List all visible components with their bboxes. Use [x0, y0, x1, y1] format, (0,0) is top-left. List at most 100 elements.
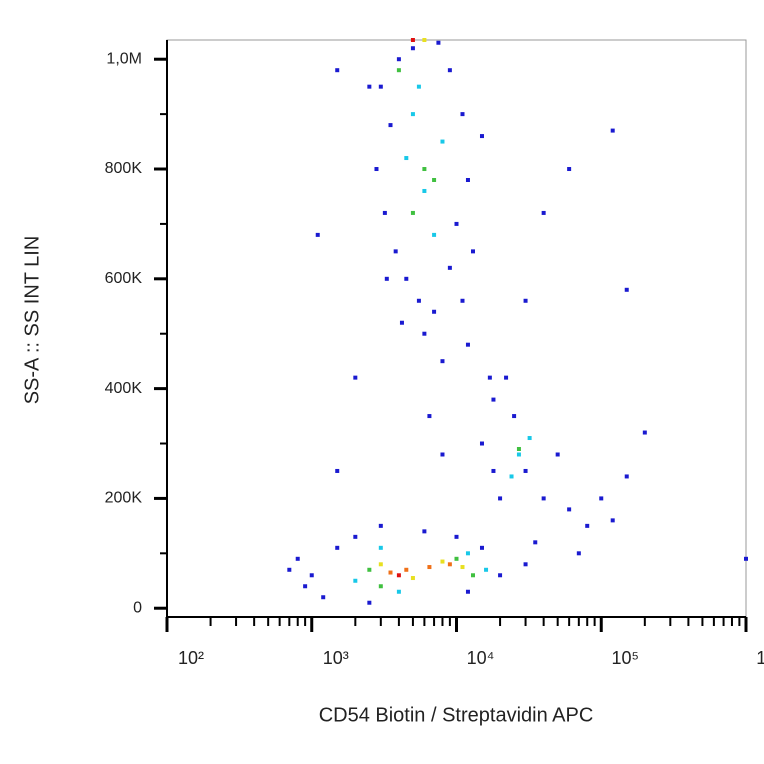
point	[404, 156, 409, 161]
point	[367, 84, 372, 89]
y-tick-label: 1,0M	[106, 50, 142, 67]
y-tick-label: 200K	[105, 490, 143, 507]
point	[427, 414, 432, 419]
point	[624, 287, 629, 292]
point	[498, 496, 503, 501]
point	[410, 576, 415, 581]
point	[447, 68, 452, 73]
point	[410, 38, 415, 42]
point	[396, 68, 401, 73]
point	[436, 40, 441, 45]
point	[479, 545, 484, 550]
point	[454, 534, 459, 539]
point	[527, 436, 532, 441]
point	[378, 562, 383, 567]
point	[504, 375, 509, 380]
x-tick-label: 10²	[178, 648, 204, 668]
point	[516, 452, 521, 457]
point	[321, 595, 326, 600]
point	[460, 298, 465, 303]
point	[367, 567, 372, 572]
point	[541, 210, 546, 215]
point	[335, 68, 340, 73]
x-tick-label: 10⁵	[612, 648, 639, 668]
point	[378, 545, 383, 550]
point	[440, 139, 445, 144]
point	[491, 468, 496, 473]
point	[315, 232, 320, 237]
point	[422, 331, 427, 336]
point	[567, 507, 572, 512]
point	[440, 559, 445, 564]
point	[512, 414, 517, 419]
point	[335, 545, 340, 550]
point	[303, 584, 308, 589]
point	[399, 320, 404, 325]
point	[432, 232, 437, 237]
point	[642, 430, 647, 435]
point	[447, 265, 452, 270]
point	[404, 567, 409, 572]
point	[541, 496, 546, 501]
point	[465, 342, 470, 347]
point	[479, 134, 484, 139]
point	[491, 397, 496, 402]
point	[384, 276, 389, 281]
point	[378, 523, 383, 528]
x-tick-label: 10³	[323, 648, 349, 668]
point	[335, 468, 340, 473]
point	[353, 578, 358, 583]
point	[396, 589, 401, 594]
point	[416, 84, 421, 89]
y-tick-label: 0	[133, 599, 142, 616]
point	[460, 565, 465, 570]
point	[465, 551, 470, 556]
point	[309, 573, 314, 578]
point	[287, 567, 292, 572]
point	[422, 167, 427, 172]
point	[422, 188, 427, 193]
point	[465, 177, 470, 182]
point	[487, 375, 492, 380]
point	[388, 570, 393, 575]
point	[599, 496, 604, 501]
point	[523, 468, 528, 473]
point	[374, 167, 379, 172]
point	[382, 210, 387, 215]
point	[533, 540, 538, 545]
point	[567, 167, 572, 172]
point	[353, 534, 358, 539]
point	[610, 128, 615, 133]
point	[396, 57, 401, 62]
point	[440, 359, 445, 364]
point	[447, 562, 452, 567]
point	[388, 123, 393, 128]
point	[378, 584, 383, 589]
point	[378, 84, 383, 89]
point	[440, 452, 445, 457]
point	[509, 474, 514, 479]
point	[523, 298, 528, 303]
point	[555, 452, 560, 457]
point	[295, 556, 300, 561]
point	[416, 298, 421, 303]
point	[479, 441, 484, 446]
point	[427, 565, 432, 570]
point	[367, 600, 372, 605]
point	[516, 447, 521, 452]
point	[454, 221, 459, 226]
point	[353, 375, 358, 380]
x-tick-label: 10⁶	[756, 648, 764, 668]
point	[576, 551, 581, 556]
point	[498, 573, 503, 578]
point	[422, 38, 427, 42]
point	[470, 573, 475, 578]
point	[422, 529, 427, 534]
point	[523, 562, 528, 567]
plot-frame	[166, 39, 747, 618]
point	[410, 46, 415, 51]
y-axis-label: SS-A :: SS INT LIN	[21, 236, 43, 405]
point	[744, 556, 748, 561]
